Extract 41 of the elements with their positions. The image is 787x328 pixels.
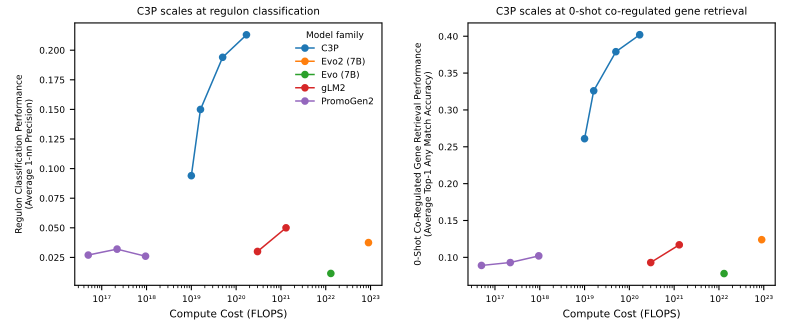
y-tick-label: 0.025 <box>40 254 64 261</box>
x-tick-label: 10¹⁷ <box>486 295 504 302</box>
legend-label: PromoGen2 <box>322 98 373 104</box>
y-tick-label: 0.35 <box>438 70 458 77</box>
x-axis-title: Compute Cost (FLOPS) <box>563 309 680 320</box>
x-axis-title: Compute Cost (FLOPS) <box>170 309 286 320</box>
y-tick-label: 0.075 <box>40 194 64 202</box>
y-tick-label: 0.100 <box>40 165 64 172</box>
y-tick-label: 0.200 <box>40 46 64 54</box>
legend-title: Model family <box>306 31 364 40</box>
x-tick-label: 10²² <box>710 295 728 302</box>
y-tick-label: 0.20 <box>438 180 458 188</box>
y-tick-label: 0.30 <box>438 106 458 114</box>
y-tick-label: 0.150 <box>40 106 64 113</box>
y-tick-label: 0.10 <box>438 254 458 261</box>
y-tick-label: 0.050 <box>40 224 64 232</box>
legend-label: Evo2 (7B) <box>322 58 365 66</box>
chart-title: C3P scales at 0-shot co-regulated gene retrieval <box>496 6 746 17</box>
chart-title: C3P scales at regulon classification <box>137 6 320 17</box>
x-tick-label: 10²¹ <box>272 295 290 302</box>
y-tick-label: 0.40 <box>438 32 458 40</box>
x-tick-label: 10¹⁸ <box>531 295 549 302</box>
y-tick-label: 0.175 <box>40 76 64 84</box>
x-tick-label: 10¹⁸ <box>138 295 156 302</box>
x-tick-label: 10²³ <box>755 295 773 302</box>
y-tick-label: 0.25 <box>438 144 458 150</box>
x-tick-label: 10²³ <box>362 295 380 302</box>
legend-label: C3P <box>322 44 338 52</box>
legend-label: gLM2 <box>322 84 345 93</box>
y-axis-title: 0-Shot Co-Regulated Gene Retrieval Performance (Average Top-1 Any Match Accuracy) <box>414 43 433 266</box>
x-tick-label: 10²⁰ <box>228 295 246 302</box>
legend-label: Evo (7B) <box>322 70 359 79</box>
y-tick-label: 0.125 <box>40 136 64 143</box>
x-tick-label: 10²⁰ <box>620 295 638 302</box>
x-tick-label: 10¹⁹ <box>182 295 200 302</box>
y-axis-title: Regulon Classification Performance (Average 1-nn Precision) <box>14 74 34 233</box>
y-tick-label: 0.15 <box>438 217 458 224</box>
x-tick-label: 10¹⁷ <box>93 295 111 302</box>
x-tick-label: 10²¹ <box>666 295 684 302</box>
x-tick-label: 10¹⁹ <box>576 295 594 302</box>
x-tick-label: 10²² <box>317 295 335 302</box>
